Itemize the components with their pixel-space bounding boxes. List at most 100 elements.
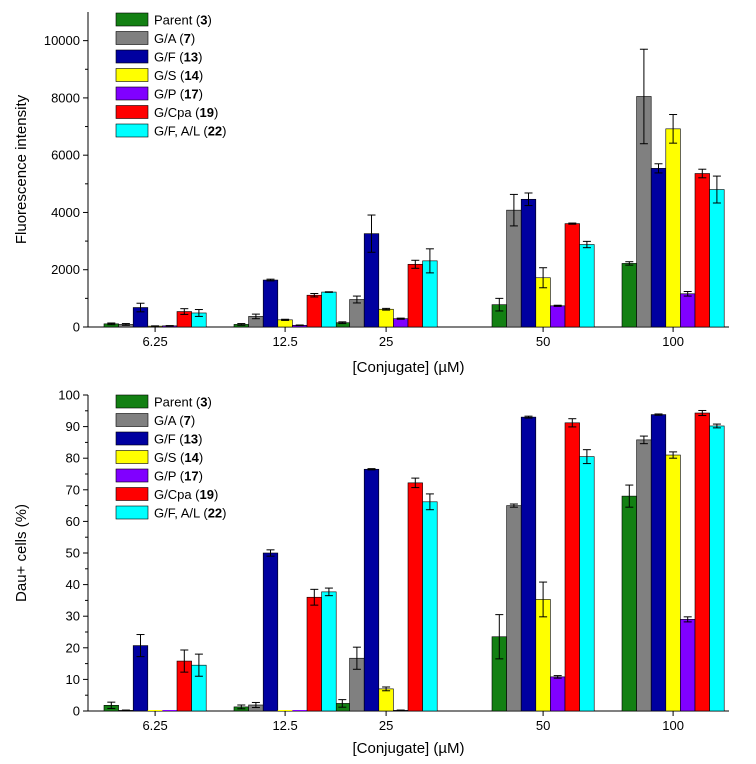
bar <box>520 416 537 712</box>
y-tick-label: 4000 <box>51 205 80 220</box>
legend-swatch <box>115 413 149 427</box>
legend-label: G/A (7) <box>154 31 195 46</box>
y-tick-label: 90 <box>66 419 80 434</box>
legend-label: G/F (13) <box>154 50 202 65</box>
bar <box>378 688 394 712</box>
y-tick-label: 60 <box>66 514 80 529</box>
bar <box>306 294 322 328</box>
bar <box>306 596 322 712</box>
legend-label: G/F, A/L (22) <box>154 506 227 521</box>
x-axis-title: [Conjugate] (µM) <box>352 359 464 376</box>
bar <box>650 168 667 328</box>
bar <box>550 305 566 328</box>
legend-item: G/A (7) <box>115 31 195 46</box>
legend-item: G/Cpa (19) <box>115 487 218 502</box>
legend-swatch <box>115 105 149 119</box>
y-tick-label: 0 <box>73 704 80 719</box>
bar <box>407 482 423 712</box>
x-tick-label: 12.5 <box>272 718 297 733</box>
bar <box>621 495 637 712</box>
y-tick-label: 20 <box>66 640 80 655</box>
bar <box>321 291 337 328</box>
legend: Parent (3) G/A (7) G/F (13) G/S (14) G/P (17… <box>115 13 227 139</box>
bar <box>579 456 595 712</box>
bar <box>393 318 409 328</box>
legend-item: G/F (13) <box>115 431 202 447</box>
x-tick-label: 25 <box>379 334 393 349</box>
legend-swatch <box>115 68 149 82</box>
bar <box>520 198 537 328</box>
x-tick-label: 100 <box>662 718 684 733</box>
x-tick-label: 25 <box>379 718 393 733</box>
bar <box>636 439 652 712</box>
legend-swatch <box>115 49 149 64</box>
x-tick-label: 6.25 <box>142 718 167 733</box>
legend-label: G/F, A/L (22) <box>154 124 227 139</box>
y-tick-label: 80 <box>66 451 80 466</box>
y-tick-label: 0 <box>73 320 80 335</box>
legend-label: G/S (14) <box>154 68 203 83</box>
legend: Parent (3) G/A (7) G/F (13) G/S (14) G/P (17… <box>115 394 227 521</box>
legend-item: G/P (17) <box>115 86 203 102</box>
bar <box>665 128 681 328</box>
bar <box>650 414 667 712</box>
bar <box>579 244 595 328</box>
legend-swatch <box>115 468 149 483</box>
y-tick-label: 2000 <box>51 262 80 277</box>
legend-item: G/F, A/L (22) <box>115 123 227 139</box>
x-axis-title: [Conjugate] (µM) <box>352 740 464 757</box>
y-tick-label: 70 <box>66 482 80 497</box>
legend-item: G/A (7) <box>115 413 195 428</box>
y-axis-title: Fluorescence intensity <box>13 94 30 244</box>
legend-item: Parent (3) <box>115 13 212 28</box>
legend-item: G/S (14) <box>115 450 203 465</box>
legend-label: G/F (13) <box>154 432 202 447</box>
bar <box>407 263 423 328</box>
x-tick-label: 12.5 <box>272 334 297 349</box>
y-tick-label: 30 <box>66 609 80 624</box>
y-axis-title: Dau+ cells (%) <box>13 504 30 602</box>
legend-swatch <box>115 450 149 464</box>
legend-label: G/P (17) <box>154 87 203 102</box>
legend-label: G/Cpa (19) <box>154 487 218 502</box>
bar <box>694 173 710 328</box>
bar <box>621 263 637 328</box>
x-tick-label: 6.25 <box>142 334 167 349</box>
bar <box>349 299 365 328</box>
y-tick-label: 10 <box>66 672 80 687</box>
legend-swatch <box>115 431 149 446</box>
bar <box>665 454 681 712</box>
bar <box>262 552 279 712</box>
legend-swatch <box>115 394 149 409</box>
bar <box>680 293 696 328</box>
bar <box>321 591 337 712</box>
legend-item: G/P (17) <box>115 468 203 484</box>
bar <box>506 209 522 328</box>
legend-label: Parent (3) <box>154 395 212 410</box>
y-tick-label: 100 <box>58 388 80 403</box>
y-tick-label: 40 <box>66 577 80 592</box>
legend-label: Parent (3) <box>154 13 212 28</box>
y-tick-label: 6000 <box>51 148 80 163</box>
legend-swatch <box>115 86 149 101</box>
y-tick-label: 8000 <box>51 90 80 105</box>
x-tick-label: 50 <box>536 334 550 349</box>
y-tick-label: 10000 <box>44 33 80 48</box>
bar <box>564 422 580 712</box>
legend-swatch <box>115 487 149 501</box>
legend-swatch <box>115 123 149 138</box>
x-tick-label: 50 <box>536 718 550 733</box>
legend-item: G/F (13) <box>115 49 202 65</box>
bar <box>694 412 710 712</box>
x-tick-label: 100 <box>662 334 684 349</box>
legend-label: G/A (7) <box>154 413 195 428</box>
legend-item: Parent (3) <box>115 394 212 410</box>
chart-panel-2: 0 10 20 30 40 50 60 70 80 90 100 6.25 12.5 25 50 100 Dau… <box>13 388 729 757</box>
legend-swatch <box>115 505 149 520</box>
bar <box>262 279 279 328</box>
bar <box>363 468 380 712</box>
bar <box>506 505 522 712</box>
bar <box>422 501 438 712</box>
legend-item: G/F, A/L (22) <box>115 505 227 521</box>
